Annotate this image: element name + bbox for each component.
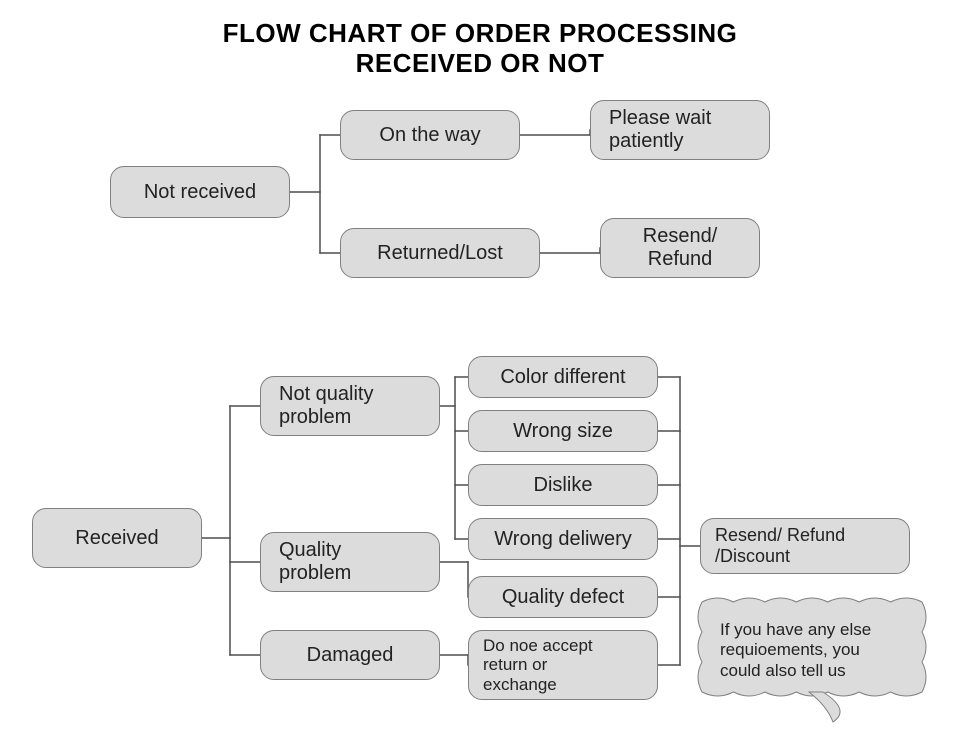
node-wrong-size: Wrong size (468, 410, 658, 452)
node-label: Wrong size (513, 420, 613, 443)
node-dislike: Dislike (468, 464, 658, 506)
node-label: Resend/ Refund /Discount (715, 525, 845, 566)
node-not-quality: Not quality problem (260, 376, 440, 436)
node-label: Quality defect (502, 586, 624, 609)
chart-title-line2: RECEIVED OR NOT (0, 48, 960, 79)
node-color-diff: Color different (468, 356, 658, 398)
chart-title-line1: FLOW CHART OF ORDER PROCESSING (0, 18, 960, 49)
node-quality: Quality problem (260, 532, 440, 592)
node-label: Please wait patiently (609, 107, 711, 153)
node-no-return: Do noe accept return or exchange (468, 630, 658, 700)
node-label: Color different (500, 366, 625, 389)
node-label: Not quality problem (279, 383, 374, 429)
node-label: Not received (144, 181, 256, 204)
node-label: Wrong deliwery (494, 528, 631, 551)
node-wrong-delivery: Wrong deliwery (468, 518, 658, 560)
node-returned-lost: Returned/Lost (340, 228, 540, 278)
node-label: Returned/Lost (377, 242, 503, 265)
node-not-received: Not received (110, 166, 290, 218)
node-received: Received (32, 508, 202, 568)
node-resolution: Resend/ Refund /Discount (700, 518, 910, 574)
node-on-the-way: On the way (340, 110, 520, 160)
node-label: Dislike (534, 474, 593, 497)
speech-bubble-text: If you have any else requioements, you c… (720, 620, 904, 681)
speech-bubble: If you have any else requioements, you c… (702, 602, 922, 712)
node-label: Quality problem (279, 539, 351, 585)
node-resend-refund: Resend/ Refund (600, 218, 760, 278)
node-label: Do noe accept return or exchange (483, 636, 593, 695)
node-label: On the way (379, 124, 480, 147)
node-label: Damaged (307, 644, 394, 667)
node-label: Received (75, 527, 158, 550)
node-label: Resend/ Refund (643, 225, 718, 271)
node-damaged: Damaged (260, 630, 440, 680)
node-quality-defect: Quality defect (468, 576, 658, 618)
node-please-wait: Please wait patiently (590, 100, 770, 160)
